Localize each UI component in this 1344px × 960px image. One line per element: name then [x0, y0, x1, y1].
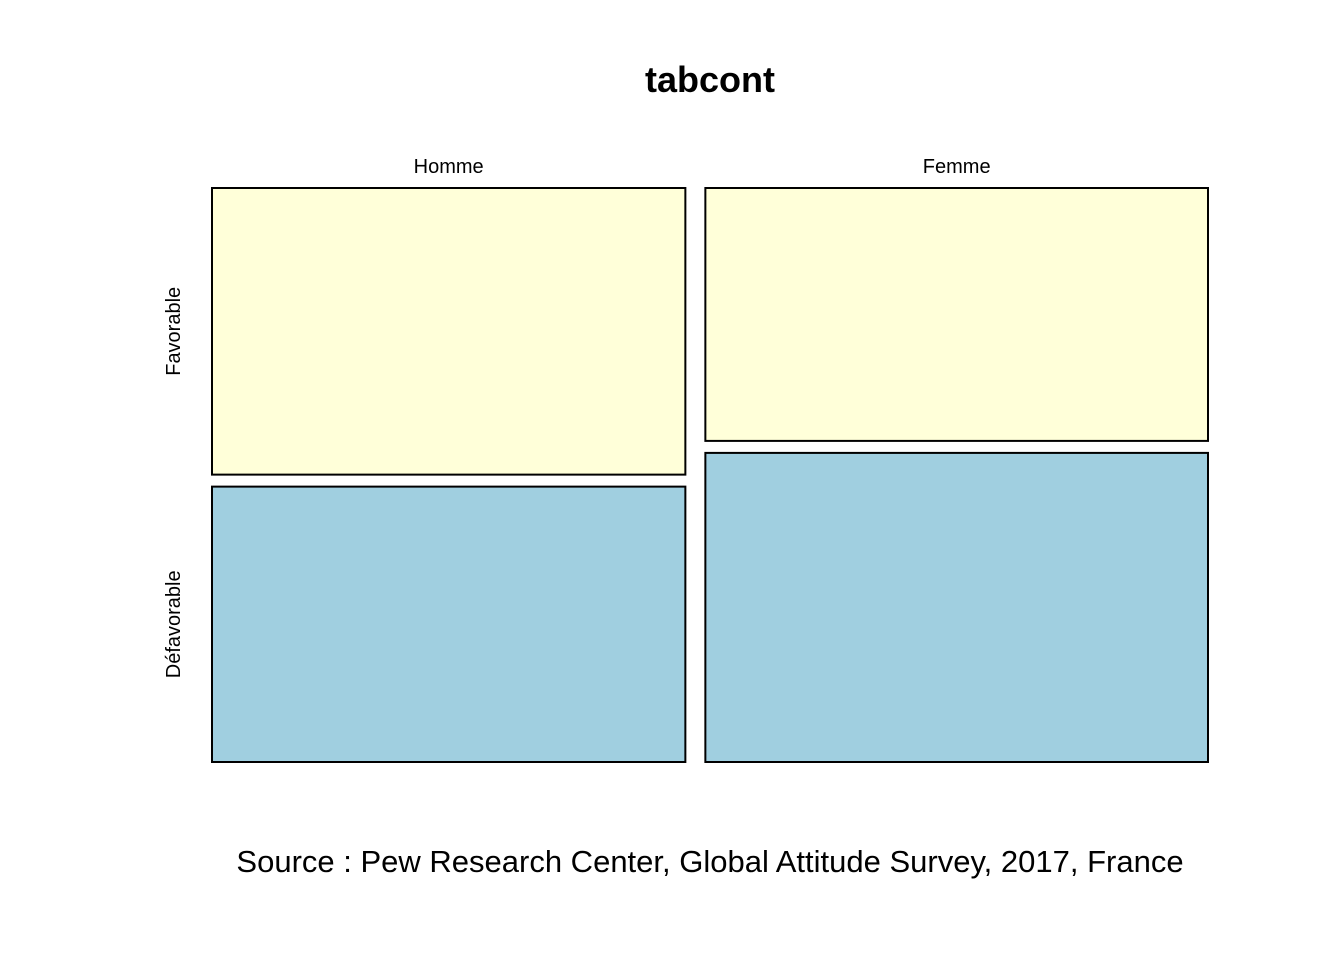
column-labels: Homme Femme — [414, 156, 991, 178]
tile-homme-defavorable — [211, 485, 687, 763]
column-label-homme: Homme — [414, 156, 484, 178]
chart-title: tabcont — [645, 59, 775, 100]
column-label-femme: Femme — [923, 156, 991, 178]
row-labels: Favorable Défavorable — [163, 287, 185, 678]
tile-femme-favorable — [704, 187, 1209, 442]
source-caption: Source : Pew Research Center, Global Att… — [236, 844, 1183, 879]
row-label-favorable: Favorable — [163, 287, 185, 376]
tile-femme-defavorable — [704, 451, 1209, 763]
row-label-defavorable: Défavorable — [163, 570, 185, 678]
tiles-layer — [211, 187, 1209, 763]
tile-homme-favorable — [211, 187, 687, 476]
